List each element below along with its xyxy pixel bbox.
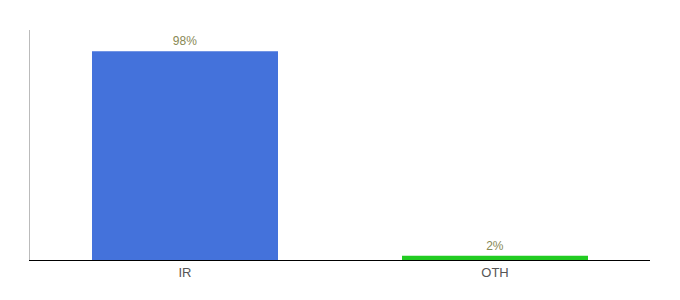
svg-text:2%: 2% <box>486 239 504 253</box>
svg-text:OTH: OTH <box>481 265 508 280</box>
svg-text:98%: 98% <box>173 34 197 48</box>
svg-text:IR: IR <box>179 265 192 280</box>
